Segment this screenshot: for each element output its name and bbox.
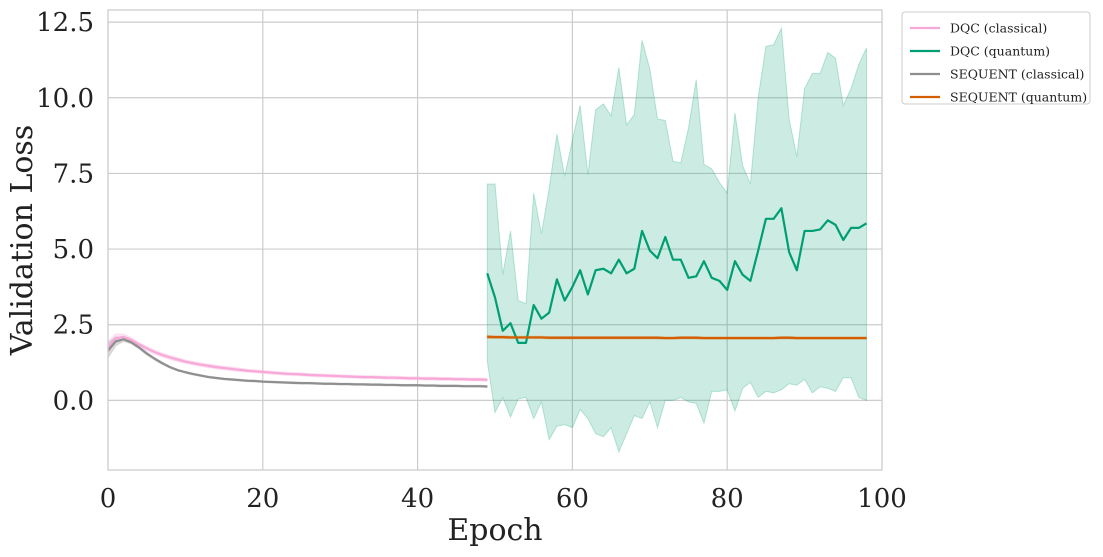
legend-label: DQC (quantum) bbox=[950, 44, 1050, 59]
y-tick-label: 2.5 bbox=[53, 311, 94, 341]
y-axis-title: Validation Loss bbox=[5, 125, 40, 356]
x-tick-label: 80 bbox=[711, 484, 744, 514]
series-line-1 bbox=[486, 207, 868, 344]
x-tick-label: 60 bbox=[556, 484, 589, 514]
y-tick-label: 12.5 bbox=[36, 8, 94, 38]
legend-label: DQC (classical) bbox=[950, 21, 1047, 36]
series-band-1 bbox=[486, 26, 868, 454]
y-tick-label: 5.0 bbox=[53, 235, 94, 265]
series-line-2 bbox=[107, 338, 488, 388]
plot-frame bbox=[107, 9, 883, 471]
x-axis-title: Epoch bbox=[447, 513, 542, 548]
series-band-0 bbox=[107, 333, 488, 382]
legend: DQC (classical) DQC (quantum) SEQUENT (cla… bbox=[901, 11, 1091, 105]
x-axis-ticks: 0 20 40 60 80 100 bbox=[100, 484, 907, 514]
y-tick-label: 0.0 bbox=[53, 386, 94, 416]
legend-label: SEQUENT (quantum) bbox=[950, 90, 1087, 105]
x-tick-label: 40 bbox=[401, 484, 434, 514]
grid bbox=[108, 10, 882, 470]
x-tick-label: 100 bbox=[857, 484, 907, 514]
series-line-0 bbox=[107, 335, 488, 381]
series-lines bbox=[107, 207, 868, 388]
x-tick-label: 0 bbox=[100, 484, 117, 514]
x-tick-label: 20 bbox=[246, 484, 279, 514]
legend-frame bbox=[901, 11, 1091, 105]
y-axis-ticks: 0.0 2.5 5.0 7.5 10.0 12.5 bbox=[36, 8, 94, 416]
series-line-3 bbox=[487, 335, 867, 340]
y-tick-label: 7.5 bbox=[53, 159, 94, 189]
plot-background bbox=[108, 10, 882, 470]
legend-label: SEQUENT (classical) bbox=[950, 67, 1084, 82]
y-tick-label: 10.0 bbox=[36, 84, 94, 114]
